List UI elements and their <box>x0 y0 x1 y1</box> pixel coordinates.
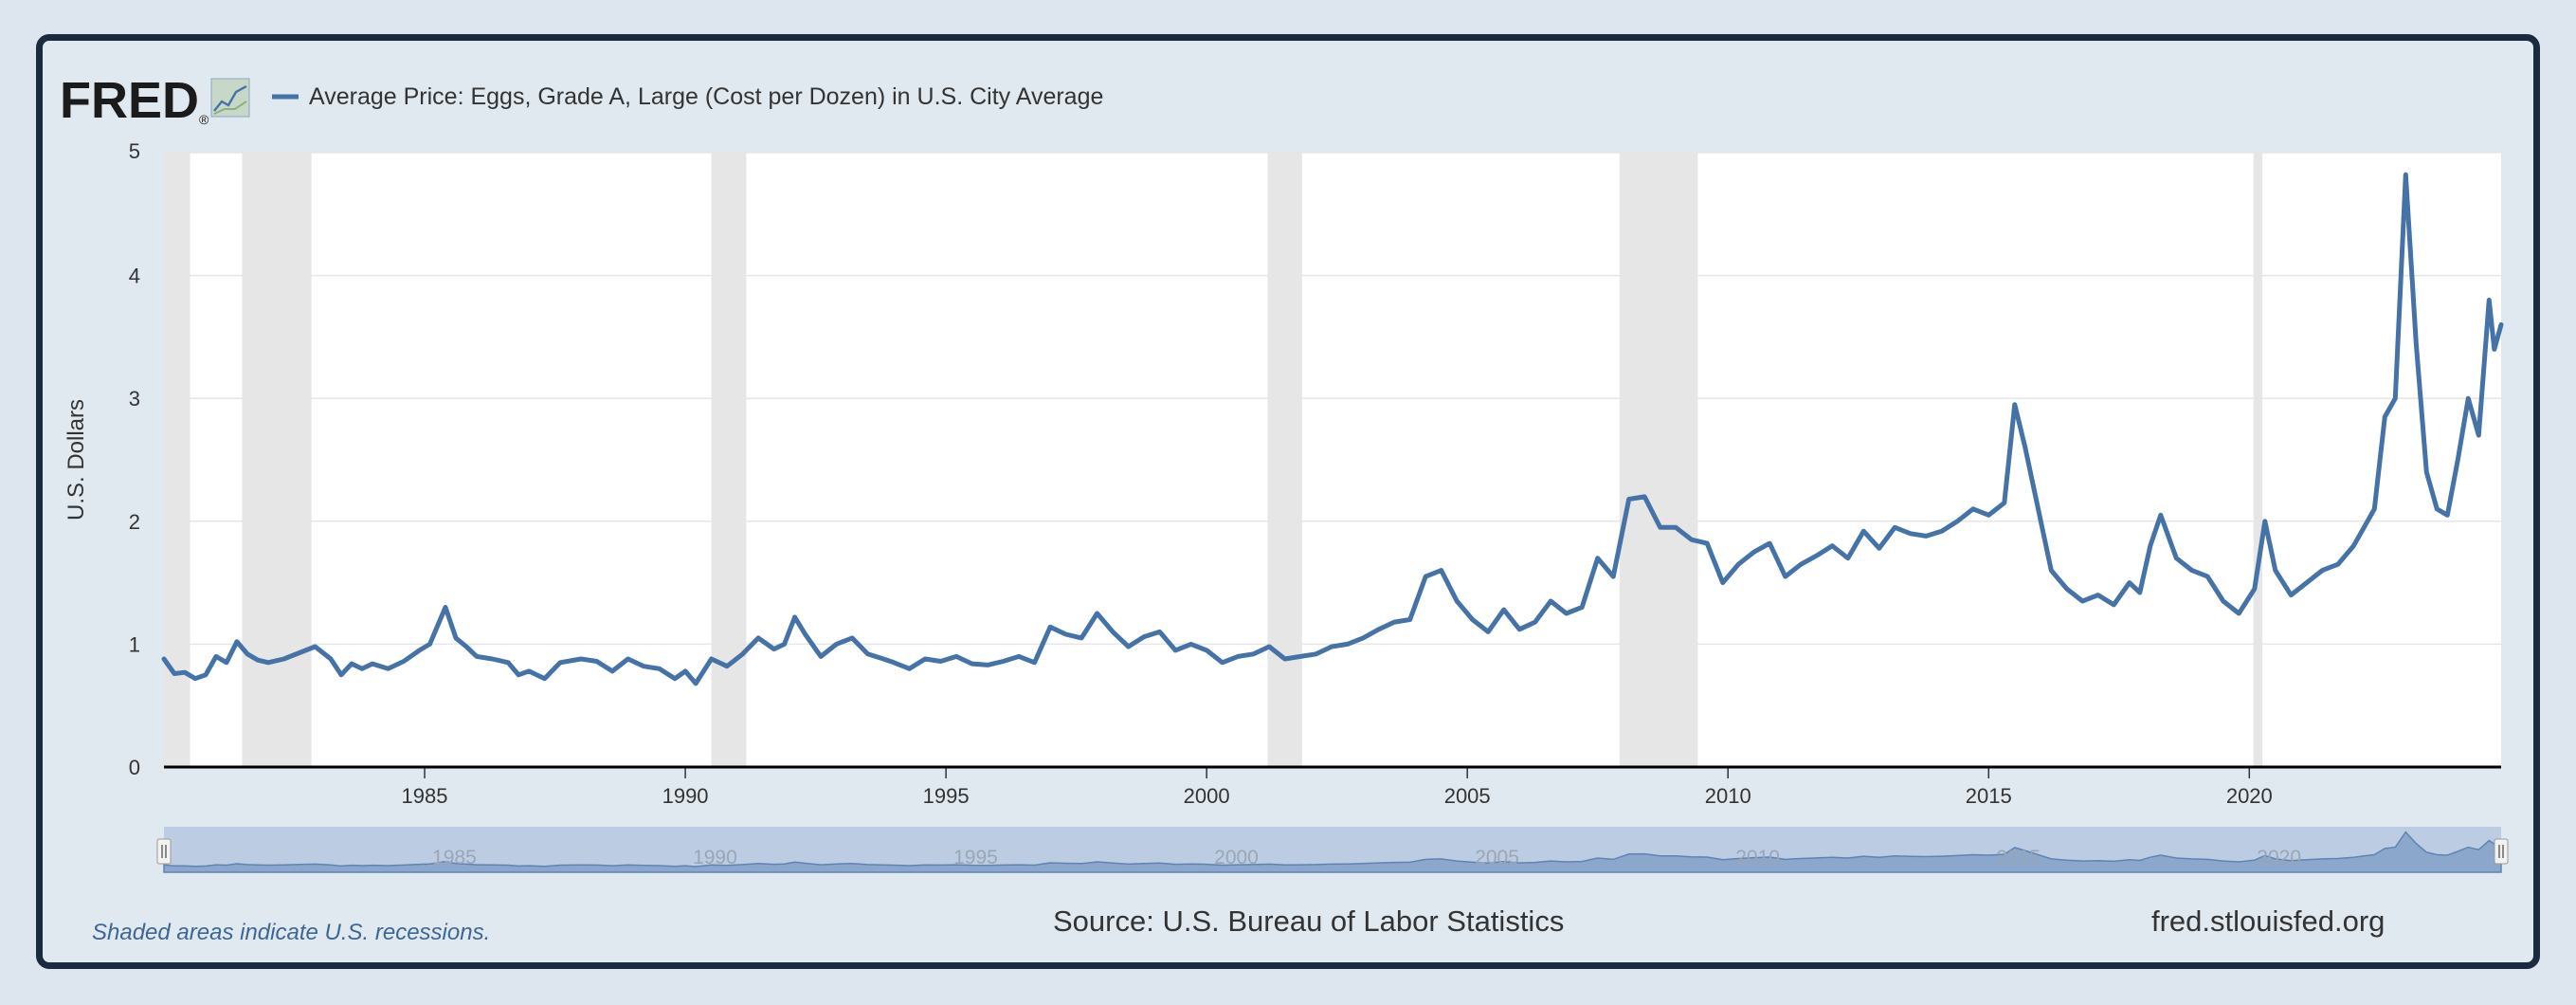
x-tick-label: 1985 <box>402 784 448 808</box>
y-tick-label: 1 <box>129 632 140 656</box>
site-link[interactable]: fred.stlouisfed.org <box>2151 904 2385 938</box>
fred-logo-text: FRED <box>60 72 199 129</box>
x-tick-label: 2015 <box>1966 784 2012 808</box>
navigator-ticks: 1985 1990 1995 2000 2005 2010 2015 2020 <box>432 847 2301 868</box>
recession-band-4 <box>1267 153 1302 767</box>
chart-frame: FRED ® Average Price: Eggs, Grade A, Lar… <box>36 34 2540 969</box>
y-tick-label: 0 <box>129 756 140 779</box>
fred-logo-registered: ® <box>199 112 209 127</box>
x-tick-label: 2020 <box>2226 784 2273 808</box>
chart-svg: FRED ® Average Price: Eggs, Grade A, Lar… <box>60 72 2509 945</box>
series-line-eggs[interactable] <box>161 172 2504 686</box>
x-tick-label: 2000 <box>1184 784 1230 808</box>
recession-band-6 <box>2253 153 2263 767</box>
navigator-handle-left[interactable] <box>156 838 172 865</box>
y-tick-label: 4 <box>129 265 140 288</box>
plot-area <box>164 153 2501 767</box>
fred-logo[interactable]: FRED ® <box>60 72 250 129</box>
navigator-tick-label: 1985 <box>432 847 477 868</box>
x-tick-label: 2005 <box>1444 784 1491 808</box>
recession-band-5 <box>1619 153 1698 767</box>
x-axis-ticks: 1985 1990 1995 2000 2005 2010 2015 2020 <box>402 767 2273 808</box>
y-tick-label: 3 <box>129 387 140 411</box>
y-tick-label: 5 <box>129 139 140 163</box>
y-axis-label: U.S. Dollars <box>63 399 89 521</box>
y-axis-ticks: 0 1 2 3 4 5 <box>129 139 140 779</box>
x-tick-label: 1990 <box>662 784 709 808</box>
recession-band-3 <box>711 153 747 767</box>
source-text: Source: U.S. Bureau of Labor Statistics <box>1053 904 1564 938</box>
navigator-tick-label: 2000 <box>1214 847 1259 868</box>
navigator-tick-label: 2015 <box>1996 847 2041 868</box>
x-tick-label: 2010 <box>1705 784 1751 808</box>
navigator-series <box>163 831 2502 873</box>
navigator-handle-right[interactable] <box>2494 838 2509 865</box>
legend[interactable]: Average Price: Eggs, Grade A, Large (Cos… <box>272 83 1103 110</box>
recession-note: Shaded areas indicate U.S. recessions. <box>92 920 490 945</box>
legend-label: Average Price: Eggs, Grade A, Large (Cos… <box>309 83 1103 110</box>
navigator[interactable]: 1985 1990 1995 2000 2005 2010 2015 2020 <box>156 827 2509 873</box>
x-tick-label: 1995 <box>923 784 970 808</box>
navigator-tick-label: 2020 <box>2257 847 2301 868</box>
y-tick-label: 2 <box>129 510 140 534</box>
navigator-tick-label: 1995 <box>953 847 998 868</box>
recession-bands <box>164 153 2263 767</box>
navigator-tick-label: 2010 <box>1735 847 1780 868</box>
line-chart-icon <box>210 78 250 118</box>
navigator-tick-label: 1990 <box>693 847 737 868</box>
recession-band-2 <box>242 153 312 767</box>
navigator-tick-label: 2005 <box>1475 847 1519 868</box>
